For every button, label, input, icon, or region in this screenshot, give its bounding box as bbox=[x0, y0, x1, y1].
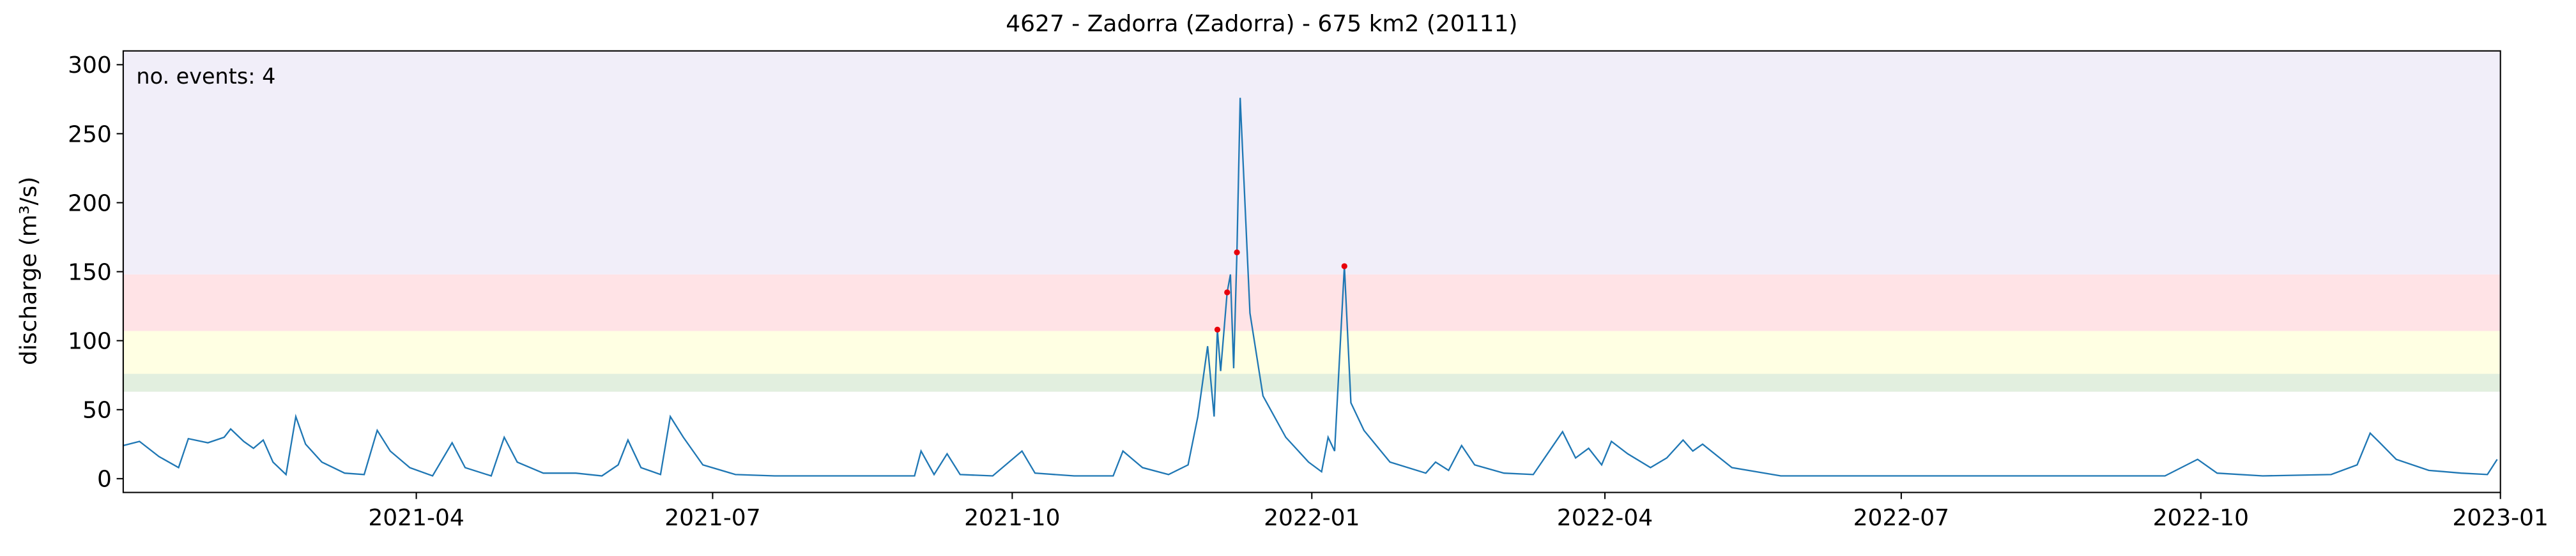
event-count: no. events: 4 bbox=[136, 64, 275, 89]
x-tick-label: 2021-10 bbox=[964, 505, 1060, 531]
chart-title: 4627 - Zadorra (Zadorra) - 675 km2 (2011… bbox=[1006, 11, 1517, 37]
y-tick-label: 0 bbox=[97, 467, 112, 493]
threshold-band bbox=[123, 373, 2501, 392]
plot-frame bbox=[122, 50, 2501, 493]
x-tick-label: 2021-07 bbox=[664, 505, 760, 531]
y-tick-label: 200 bbox=[68, 190, 112, 216]
x-tick-label: 2022-04 bbox=[1557, 505, 1653, 531]
y-axis-label: discharge (m³/s) bbox=[16, 177, 42, 365]
x-tick-label: 2022-01 bbox=[1264, 505, 1360, 531]
event-point bbox=[1224, 289, 1230, 296]
y-tick-label: 50 bbox=[82, 398, 112, 424]
threshold-band bbox=[123, 50, 2501, 274]
x-tick-label: 2022-10 bbox=[2153, 505, 2249, 531]
y-tick-label: 250 bbox=[68, 121, 112, 147]
threshold-band bbox=[123, 274, 2501, 331]
threshold-band bbox=[123, 331, 2501, 374]
x-tick-label: 2023-01 bbox=[2453, 505, 2549, 531]
y-tick-label: 300 bbox=[68, 52, 112, 79]
event-point bbox=[1341, 263, 1347, 269]
event-point bbox=[1234, 249, 1240, 255]
discharge-line bbox=[123, 98, 2498, 477]
y-tick-label: 150 bbox=[68, 259, 112, 285]
x-tick-label: 2022-07 bbox=[1853, 505, 1949, 531]
event-point bbox=[1214, 326, 1221, 333]
y-tick-label: 100 bbox=[68, 329, 112, 355]
x-tick-label: 2021-04 bbox=[368, 505, 464, 531]
